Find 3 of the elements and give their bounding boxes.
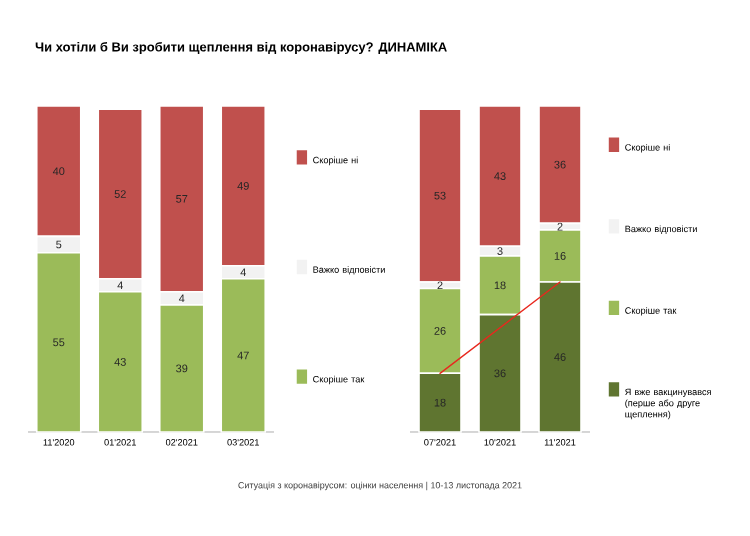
bar (538, 105, 582, 225)
bar (478, 105, 522, 247)
bar (418, 108, 462, 283)
